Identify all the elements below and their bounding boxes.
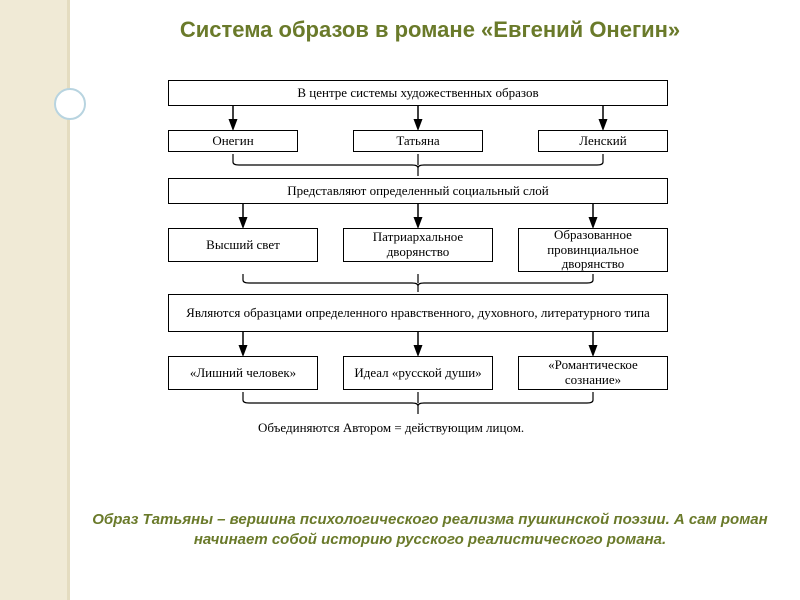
footer-text: Образ Татьяны – вершина психологического…: [90, 510, 770, 549]
row-0-item-2: Ленский: [538, 130, 668, 152]
brace-1: [243, 274, 593, 292]
summary-line: Объединяются Автором = действующим лицом…: [258, 420, 524, 436]
decorative-circle: [54, 88, 86, 120]
slide-title: Система образов в романе «Евгений Онегин…: [90, 16, 770, 44]
row-0-item-0: Онегин: [168, 130, 298, 152]
row-header-2: Являются образцами определенного нравств…: [168, 294, 668, 332]
slide: Система образов в романе «Евгений Онегин…: [0, 0, 800, 600]
brace-2: [243, 392, 593, 414]
row-2-item-1: Идеал «русской души»: [343, 356, 493, 390]
decorative-strip: [0, 0, 70, 600]
row-1-item-1: Патриархальное дворянство: [343, 228, 493, 262]
row-header-0: В центре системы художественных образов: [168, 80, 668, 106]
row-2-item-2: «Романтическое сознание»: [518, 356, 668, 390]
brace-0: [233, 154, 603, 176]
row-header-1: Представляют определенный социальный сло…: [168, 178, 668, 204]
row-2-item-0: «Лишний человек»: [168, 356, 318, 390]
row-1-item-0: Высший свет: [168, 228, 318, 262]
row-1-item-2: Образованное провинциальное дворянство: [518, 228, 668, 272]
row-0-item-1: Татьяна: [353, 130, 483, 152]
